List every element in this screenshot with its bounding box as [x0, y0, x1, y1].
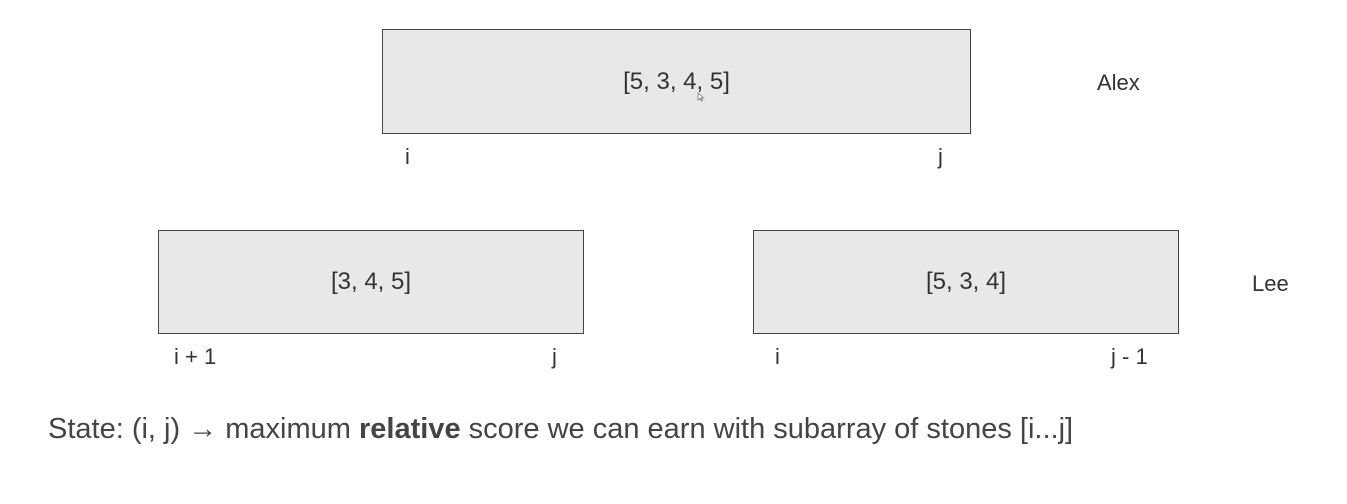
- caption-bold-word: relative: [359, 413, 461, 445]
- index-label-i-plus-1: i + 1: [174, 344, 217, 369]
- index-label-i: i: [405, 144, 410, 169]
- caption-suffix: score we can earn with subarray of stone…: [460, 413, 1074, 445]
- array-label-full: [5, 3, 4, 5]: [623, 67, 730, 95]
- player-label-alex: Alex: [1097, 70, 1140, 95]
- state-box-take-right: [5, 3, 4]: [753, 230, 1179, 334]
- player-label-lee: Lee: [1252, 271, 1289, 296]
- index-label-j-left: j: [552, 344, 557, 369]
- mouse-cursor-icon: [697, 92, 705, 102]
- state-definition-caption: State: (i, j) → maximum relative score w…: [48, 412, 1073, 447]
- index-label-j-minus-1: j - 1: [1111, 344, 1148, 369]
- caption-prefix: State: (i, j) → maximum: [48, 413, 359, 445]
- index-label-i-right: i: [775, 344, 780, 369]
- state-box-take-left: [3, 4, 5]: [158, 230, 584, 334]
- index-label-j: j: [938, 144, 943, 169]
- array-label-take-left: [3, 4, 5]: [330, 268, 412, 295]
- array-label-take-right: [5, 3, 4]: [925, 268, 1007, 295]
- state-box-full: [5, 3, 4, 5]: [382, 29, 971, 134]
